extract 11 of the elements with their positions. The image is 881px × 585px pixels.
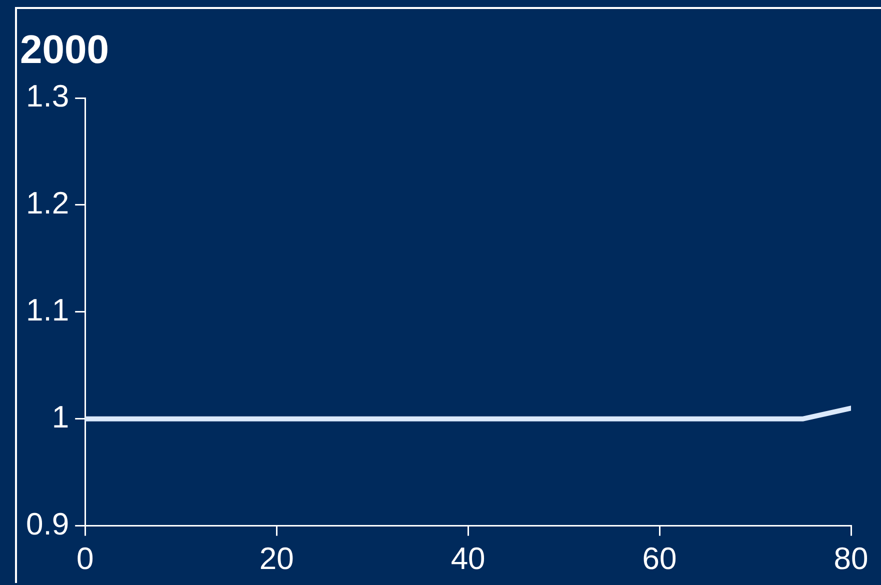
x-tick-label: 60 bbox=[642, 540, 677, 576]
x-tick-label: 20 bbox=[259, 540, 294, 576]
y-tick-label: 1.3 bbox=[26, 78, 70, 114]
y-tick-label: 1 bbox=[52, 399, 70, 434]
x-tick-label: 0 bbox=[76, 540, 94, 576]
x-tick-label: 40 bbox=[450, 540, 486, 576]
x-tick-label: 80 bbox=[834, 540, 868, 576]
y-tick-label: 0.9 bbox=[26, 506, 70, 542]
chart-title: 2000 bbox=[20, 28, 109, 72]
y-tick-label: 1.1 bbox=[26, 292, 70, 328]
y-tick-label: 1.2 bbox=[26, 185, 70, 220]
